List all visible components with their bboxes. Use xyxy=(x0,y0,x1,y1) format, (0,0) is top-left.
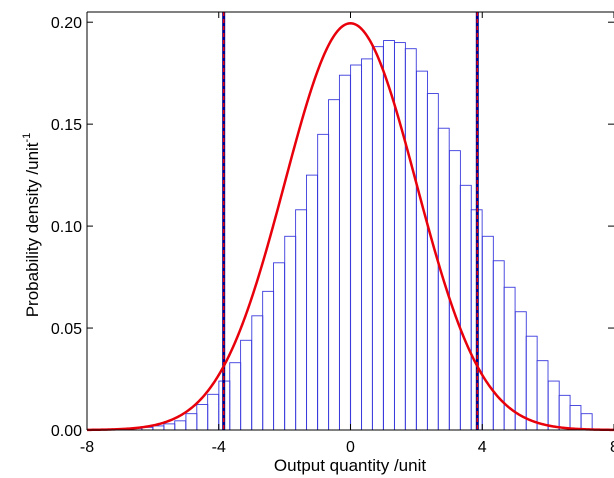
x-tick-labels: -8 -4 0 4 8 xyxy=(80,439,614,456)
x-axis-title: Output quantity /unit xyxy=(274,456,426,475)
x-tick-label: -8 xyxy=(80,439,94,456)
y-tick-label: 0.10 xyxy=(51,219,82,236)
y-axis-title-superscript: -1 xyxy=(21,133,33,143)
y-tick-label: 0.00 xyxy=(51,423,82,440)
y-axis-title: Probability density /unit-1 xyxy=(21,133,42,318)
x-tick-label: 0 xyxy=(346,439,355,456)
y-tick-labels: 0.00 0.05 0.10 0.15 0.20 xyxy=(51,15,82,440)
density-curve xyxy=(86,22,614,432)
interval-lines xyxy=(222,12,479,430)
y-tick-label: 0.15 xyxy=(51,117,82,134)
x-tick-label: 8 xyxy=(610,439,614,456)
axes xyxy=(86,11,614,431)
x-tick-label: -4 xyxy=(212,439,226,456)
y-tick-label: 0.20 xyxy=(51,15,82,32)
y-tick-label: 0.05 xyxy=(51,321,82,338)
x-tick-label: 4 xyxy=(478,439,487,456)
y-axis-title-main: Probability density /unit xyxy=(23,142,42,317)
